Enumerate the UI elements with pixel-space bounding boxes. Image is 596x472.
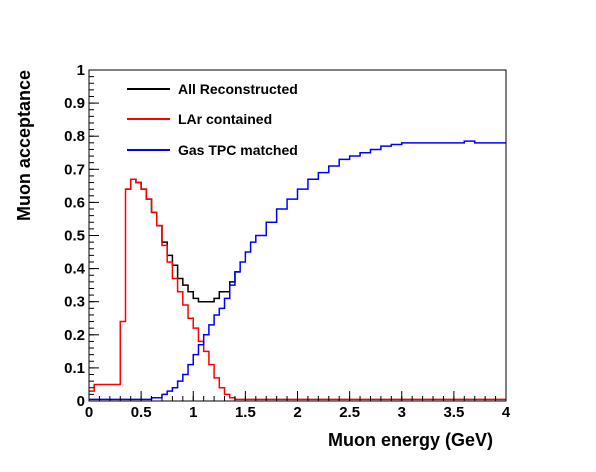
legend-label-all-reconstructed: All Reconstructed — [178, 81, 298, 97]
series-line-gas-tpc-matched — [89, 140, 506, 401]
y-tick-label: 0.7 — [64, 161, 85, 178]
legend-label-lar-contained: LAr contained — [178, 111, 272, 127]
y-tick-label: 0.4 — [64, 261, 86, 278]
y-axis-title: Muon acceptance — [14, 70, 34, 221]
x-axis-ticks: 0 0.5 1 1.5 2 2.5 3 3.5 4 — [85, 391, 511, 421]
x-tick-label: 3 — [398, 404, 406, 421]
series-line-lar-contained — [89, 178, 506, 401]
legend: All Reconstructed LAr contained Gas TPC … — [127, 81, 298, 158]
y-tick-label: 0 — [77, 393, 85, 410]
y-tick-label: 1 — [77, 62, 85, 79]
y-tick-label: 0.9 — [64, 95, 85, 112]
y-axis-ticks: 0 0.1 0.2 0.3 0.4 0.5 0.6 0.7 0.8 0.9 1 — [64, 62, 99, 410]
y-tick-label: 0.2 — [64, 327, 85, 344]
x-tick-label: 0 — [85, 404, 93, 421]
y-tick-label: 0.8 — [64, 128, 85, 145]
legend-label-gas-tpc-matched: Gas TPC matched — [178, 142, 298, 158]
x-tick-label: 4 — [502, 404, 511, 421]
x-tick-label: 1 — [189, 404, 197, 421]
y-tick-label: 0.6 — [64, 194, 85, 211]
x-axis-title: Muon energy (GeV) — [328, 430, 493, 450]
x-tick-label: 2.5 — [339, 404, 360, 421]
x-tick-label: 0.5 — [131, 404, 152, 421]
y-tick-label: 0.5 — [64, 228, 85, 245]
series-layer — [89, 140, 506, 401]
y-tick-label: 0.1 — [64, 360, 85, 377]
y-tick-label: 0.3 — [64, 294, 85, 311]
x-tick-label: 3.5 — [443, 404, 464, 421]
x-tick-label: 1.5 — [235, 404, 256, 421]
x-tick-label: 2 — [293, 404, 301, 421]
